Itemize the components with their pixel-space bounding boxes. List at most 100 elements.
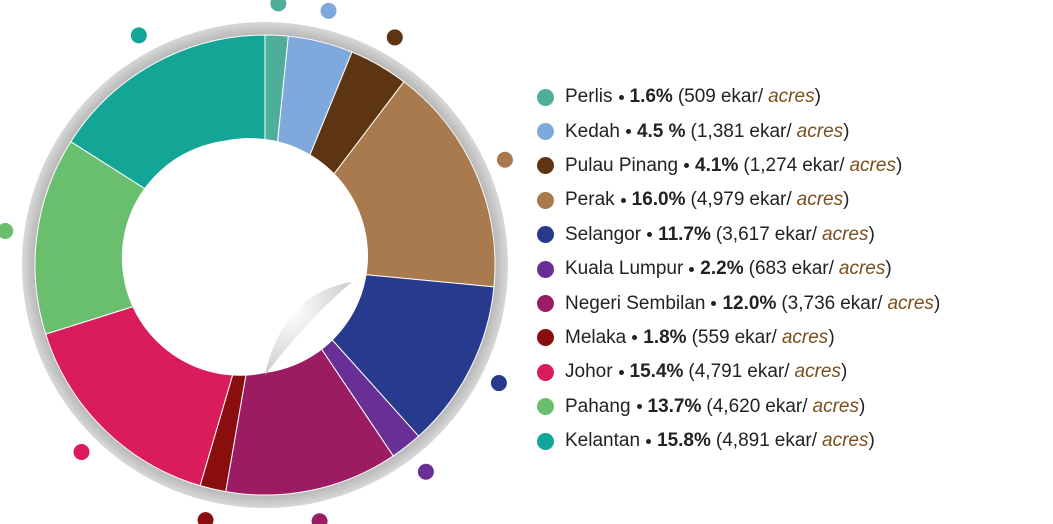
value-label: 13.7% bbox=[647, 395, 702, 417]
legend-label: Negeri Sembilan bbox=[565, 292, 706, 314]
bracket-close: ) bbox=[814, 86, 821, 108]
value-label: 15.8% bbox=[657, 430, 711, 452]
unit: ekar/ bbox=[774, 430, 818, 452]
slice-dot bbox=[417, 463, 434, 480]
slice-dot bbox=[320, 2, 337, 19]
value-label: 1.8% bbox=[643, 326, 687, 348]
separator-dot bbox=[647, 232, 653, 238]
bracket-close: ) bbox=[868, 430, 875, 452]
bracket-close: ) bbox=[843, 189, 850, 211]
unit-en: acres bbox=[822, 430, 869, 452]
legend-item: Kuala Lumpur 2.2%(683 ekar/acres) bbox=[537, 252, 940, 286]
legend-swatch bbox=[537, 363, 554, 381]
slice-dot bbox=[130, 27, 147, 44]
value-label: 2.2% bbox=[700, 258, 744, 280]
area-label: 4,891 bbox=[722, 430, 770, 452]
bracket-open: ( bbox=[691, 326, 698, 348]
legend-item: Johor 15.4%(4,791 ekar/acres) bbox=[537, 355, 940, 389]
legend-swatch bbox=[537, 295, 554, 313]
bracket-open: ( bbox=[690, 120, 697, 142]
bracket-open: ( bbox=[715, 223, 723, 245]
legend-item: Negeri Sembilan 12.0%(3,736 ekar/acres) bbox=[537, 286, 940, 320]
slice-dot bbox=[73, 444, 90, 461]
area-label: 1,274 bbox=[749, 154, 798, 176]
area-label: 4,791 bbox=[694, 361, 743, 383]
bracket-open: ( bbox=[715, 430, 723, 452]
separator-dot bbox=[684, 163, 690, 169]
legend-item: Perak 16.0%(4,979 ekar/acres) bbox=[537, 183, 940, 217]
legend-label: Pahang bbox=[565, 395, 631, 417]
area-label: 3,617 bbox=[722, 223, 770, 245]
bracket-open: ( bbox=[706, 395, 713, 417]
separator-dot bbox=[711, 301, 717, 307]
bracket-open: ( bbox=[688, 361, 695, 383]
legend-label: Perlis bbox=[565, 86, 613, 108]
legend-swatch bbox=[537, 88, 554, 106]
separator-dot bbox=[620, 197, 626, 203]
unit: ekar/ bbox=[774, 223, 818, 245]
unit: ekar/ bbox=[765, 395, 808, 417]
hole-center bbox=[132, 138, 368, 374]
unit: ekar/ bbox=[802, 154, 845, 176]
area-label: 559 bbox=[697, 326, 730, 348]
separator-dot bbox=[689, 266, 695, 272]
legend: Perlis 1.6%(509 ekar/acres) Kedah 4.5 %(1,38… bbox=[537, 80, 940, 458]
area-label: 3,736 bbox=[787, 292, 836, 314]
unit-en: acres bbox=[768, 86, 815, 108]
area-label: 509 bbox=[684, 86, 716, 108]
value-label: 12.0% bbox=[722, 292, 777, 314]
legend-label: Kuala Lumpur bbox=[565, 258, 684, 280]
legend-swatch bbox=[537, 398, 554, 416]
value-label: 11.7% bbox=[658, 223, 711, 245]
unit: ekar/ bbox=[749, 189, 792, 211]
legend-label: Selangor bbox=[565, 223, 642, 245]
bracket-close: ) bbox=[841, 361, 848, 383]
legend-item: Selangor 11.7%(3,617 ekar/acres) bbox=[537, 218, 940, 252]
slice-dot bbox=[0, 222, 14, 239]
bracket-close: ) bbox=[843, 120, 850, 142]
slice-dot bbox=[270, 0, 287, 12]
slice-dot bbox=[311, 513, 328, 524]
separator-dot bbox=[618, 369, 624, 375]
unit: ekar/ bbox=[747, 361, 790, 383]
slice-dot bbox=[490, 375, 507, 392]
unit: ekar/ bbox=[734, 326, 777, 348]
legend-swatch bbox=[537, 157, 554, 175]
unit-en: acres bbox=[796, 189, 844, 211]
unit: ekar/ bbox=[720, 86, 764, 108]
unit: ekar/ bbox=[791, 258, 834, 280]
slice-dot bbox=[197, 512, 214, 524]
unit: ekar/ bbox=[840, 292, 883, 314]
value-label: 15.4% bbox=[629, 361, 684, 383]
unit-en: acres bbox=[794, 361, 841, 383]
unit-en: acres bbox=[781, 326, 829, 348]
unit-en: acres bbox=[838, 258, 886, 280]
separator-dot bbox=[618, 94, 624, 100]
separator-dot bbox=[632, 335, 638, 341]
bracket-open: ( bbox=[677, 86, 685, 108]
legend-swatch bbox=[537, 329, 554, 347]
legend-swatch bbox=[537, 123, 554, 141]
bracket-close: ) bbox=[885, 258, 892, 280]
slice-dot bbox=[386, 29, 403, 46]
bracket-open: ( bbox=[743, 154, 750, 176]
hole bbox=[121, 138, 368, 376]
chart bbox=[0, 0, 513, 524]
legend-label: Pulau Pinang bbox=[565, 154, 679, 176]
legend-item: Pulau Pinang 4.1%(1,274 ekar/acres) bbox=[537, 149, 940, 183]
bracket-open: ( bbox=[690, 189, 697, 211]
legend-swatch bbox=[537, 260, 554, 278]
legend-label: Kelantan bbox=[565, 430, 641, 452]
legend-label: Melaka bbox=[565, 326, 627, 348]
bracket-close: ) bbox=[828, 326, 835, 348]
value-label: 16.0% bbox=[631, 189, 686, 211]
area-label: 4,979 bbox=[696, 189, 745, 211]
page-peel bbox=[265, 282, 352, 375]
bracket-close: ) bbox=[868, 223, 875, 245]
bracket-open: ( bbox=[748, 258, 755, 280]
bracket-open: ( bbox=[781, 292, 788, 314]
legend-item: Perlis 1.6%(509 ekar/acres) bbox=[537, 80, 940, 114]
legend-swatch bbox=[537, 191, 554, 209]
separator-dot bbox=[636, 404, 642, 410]
unit-en: acres bbox=[887, 292, 934, 314]
